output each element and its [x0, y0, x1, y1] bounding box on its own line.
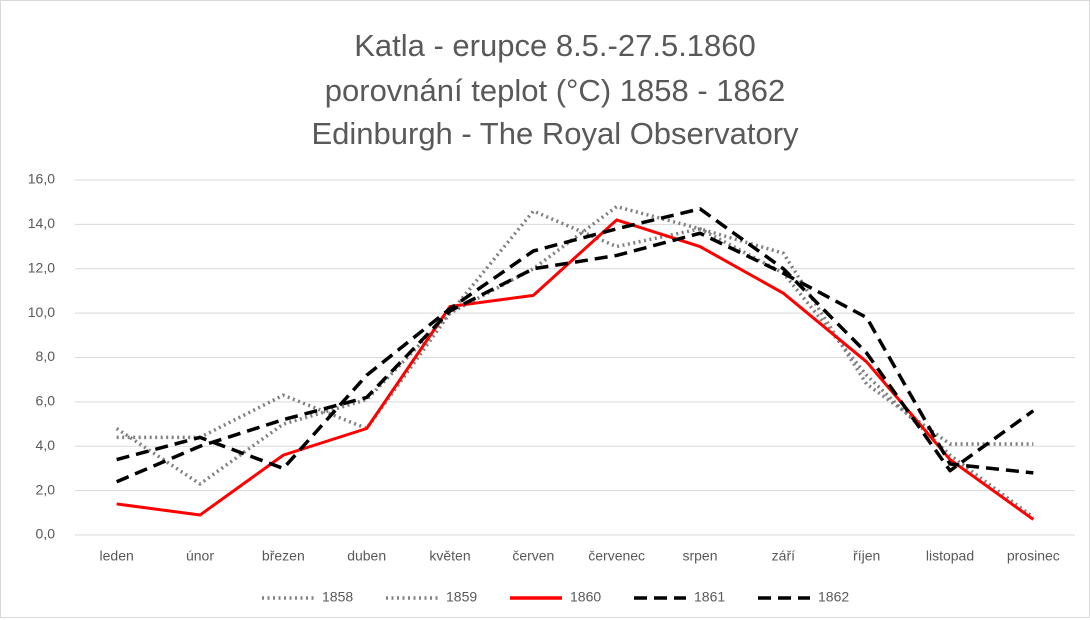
x-tick-label: září [772, 548, 795, 564]
y-tick-label: 12,0 [28, 259, 55, 275]
chart-title: Katla - erupce 8.5.-27.5.1860 [354, 28, 756, 63]
series-line [116, 207, 1035, 473]
x-tick-label: říjen [853, 548, 880, 564]
chart-title: Edinburgh - The Royal Observatory [311, 116, 799, 151]
legend-label: 1859 [446, 589, 477, 605]
series-line [116, 204, 1035, 519]
legend-label: 1862 [818, 589, 849, 605]
legend-label: 1858 [322, 589, 353, 605]
x-tick-label: únor [186, 548, 214, 564]
y-tick-label: 2,0 [36, 481, 56, 497]
x-tick-label: listopad [926, 548, 974, 564]
x-tick-label: srpen [682, 548, 717, 564]
x-tick-label: březen [262, 548, 305, 564]
x-tick-label: duben [347, 548, 386, 564]
y-tick-label: 4,0 [36, 437, 56, 453]
y-tick-label: 8,0 [36, 348, 56, 364]
series-line [115, 231, 1034, 484]
x-tick-label: květen [429, 548, 470, 564]
y-tick-label: 0,0 [36, 526, 56, 542]
y-tick-label: 16,0 [28, 171, 55, 187]
y-tick-label: 10,0 [28, 304, 55, 320]
y-tick-label: 14,0 [28, 215, 55, 231]
x-tick-label: červen [512, 548, 554, 564]
legend-label: 1861 [694, 589, 725, 605]
y-tick-label: 6,0 [36, 393, 56, 409]
legend-label: 1860 [570, 589, 601, 605]
x-tick-label: prosinec [1007, 548, 1060, 564]
x-tick-label: leden [100, 548, 134, 564]
chart-title: porovnání teplot (°C) 1858 - 1862 [325, 73, 785, 108]
x-tick-label: červenec [588, 548, 645, 564]
